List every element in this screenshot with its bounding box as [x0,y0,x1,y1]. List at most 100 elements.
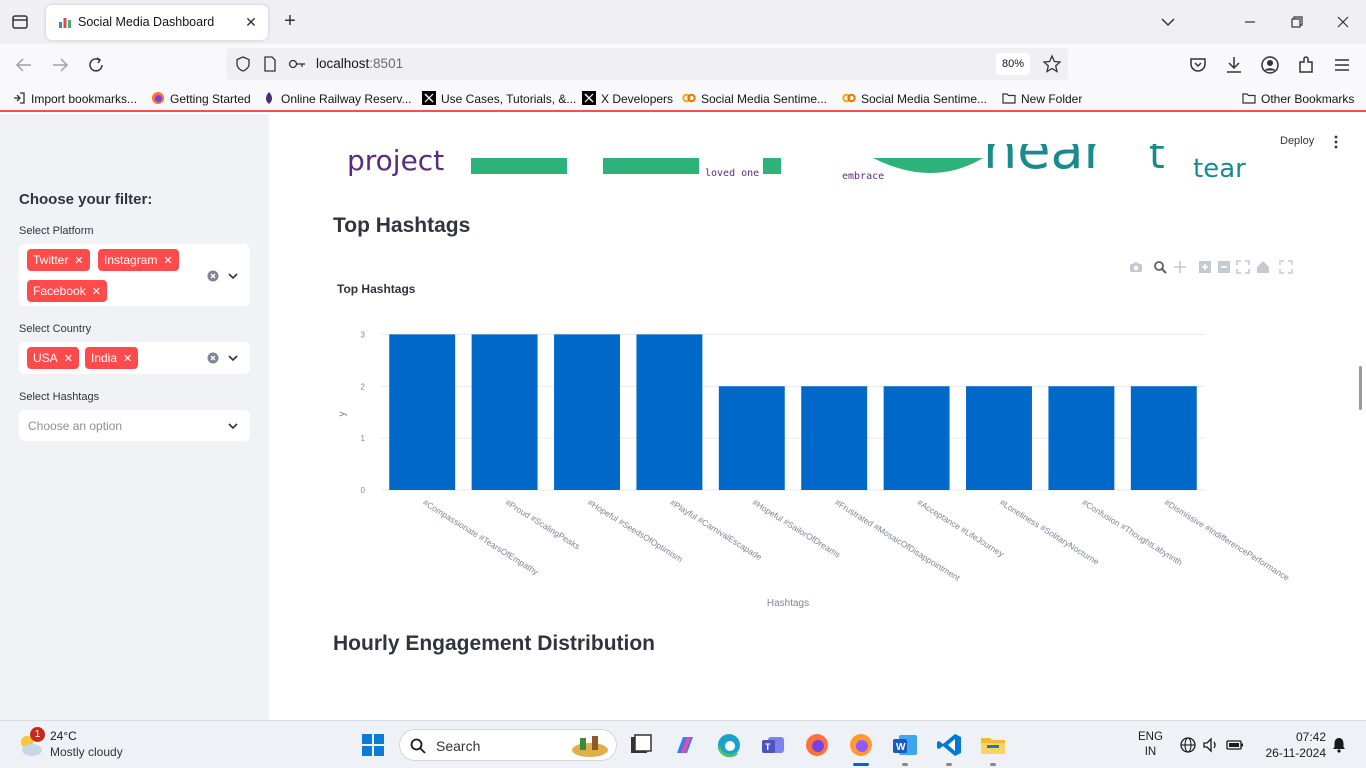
remove-chip-icon[interactable]: ✕ [123,353,133,365]
remove-chip-icon[interactable]: ✕ [163,255,173,267]
taskbar-search[interactable]: Search [399,729,617,761]
x-logo-icon [422,91,436,105]
network-globe-icon[interactable] [1179,736,1197,754]
remove-chip-icon[interactable]: ✕ [74,255,84,267]
input-language[interactable]: ENG IN [1138,731,1163,758]
firefox-icon [152,92,164,104]
pan-icon[interactable] [1173,260,1187,274]
vscode-icon[interactable] [935,731,963,759]
chart-x-axis-label: Hashtags [767,598,809,609]
tab-list-icon[interactable] [10,12,30,32]
chevron-down-icon[interactable] [227,420,239,432]
bookmark-sentiment-1[interactable]: Social Media Sentime... [682,90,827,108]
zoom-out-icon[interactable] [1217,260,1231,274]
bookmark-sentiment-2[interactable]: Social Media Sentime... [842,90,987,108]
key-permissions-icon[interactable] [288,56,306,72]
menu-hamburger-icon[interactable] [1331,54,1353,76]
deploy-button[interactable]: Deploy [1280,135,1315,147]
shield-icon[interactable] [234,55,252,73]
forward-icon[interactable] [49,54,71,76]
chart-bar[interactable] [801,386,868,490]
zoom-in-icon[interactable] [1198,260,1212,274]
cloud-weather-icon[interactable] [16,731,44,759]
clear-all-icon[interactable] [207,270,219,282]
extensions-icon[interactable] [1295,54,1317,76]
url-text[interactable]: localhost:8501 [316,56,404,71]
bookmark-other[interactable]: Other Bookmarks [1242,90,1354,108]
weather-temperature[interactable]: 24°C [50,729,77,743]
chart-bar[interactable] [389,334,456,490]
chart-bar[interactable] [554,334,620,490]
windows-start-icon[interactable] [361,733,385,757]
chip-india[interactable]: India ✕ [85,347,139,369]
country-multiselect[interactable]: USA ✕ India ✕ [19,342,250,374]
browser-nav-bar: localhost:8501 80% [0,44,1366,86]
copilot-icon[interactable] [671,731,699,759]
bookmark-use-cases[interactable]: Use Cases, Tutorials, &... [422,90,576,108]
back-icon[interactable] [13,54,35,76]
file-explorer-icon[interactable] [979,731,1007,759]
remove-chip-icon[interactable]: ✕ [63,353,73,365]
bookmark-star-icon[interactable] [1042,54,1062,74]
chip-facebook[interactable]: Facebook ✕ [27,280,107,302]
reload-icon[interactable] [85,54,107,76]
clear-all-icon[interactable] [207,352,219,364]
chart-bar[interactable] [883,386,950,490]
teams-icon[interactable]: T [759,731,787,759]
chip-twitter[interactable]: Twitter ✕ [27,249,90,271]
tab-close-icon[interactable]: ✕ [245,14,257,30]
more-options-icon[interactable] [1331,135,1341,149]
account-icon[interactable] [1259,54,1281,76]
firefox-active-icon[interactable] [847,731,875,759]
list-all-tabs-icon[interactable] [1158,12,1178,32]
remove-chip-icon[interactable]: ✕ [91,286,101,298]
word-icon[interactable]: W [891,731,919,759]
minimize-icon[interactable] [1240,12,1260,32]
bookmark-railway[interactable]: Online Railway Reserv... [262,90,412,108]
page-icon[interactable] [262,55,278,73]
chart-bar[interactable] [471,334,538,490]
wordcloud-fragment: t [1149,144,1165,178]
chart-bar[interactable] [718,386,785,490]
chart-bar[interactable] [1048,386,1115,490]
bookmark-x-developers[interactable]: X Developers [582,90,673,108]
address-bar[interactable]: localhost:8501 80% [226,48,1068,80]
chart-bar[interactable] [636,334,703,490]
reset-axes-icon[interactable] [1256,260,1270,274]
zoom-level[interactable]: 80% [996,53,1030,75]
task-view-icon[interactable] [627,731,655,759]
chart-bar[interactable] [966,386,1032,490]
volume-icon[interactable] [1202,736,1220,754]
chevron-down-icon[interactable] [227,270,239,282]
chevron-down-icon[interactable] [227,352,239,364]
weather-description[interactable]: Mostly cloudy [50,745,123,759]
hashtags-multiselect[interactable]: Choose an option [19,410,250,441]
firefox-app-icon[interactable] [803,731,831,759]
chart-bar[interactable] [1130,386,1197,490]
chip-usa[interactable]: USA ✕ [27,347,79,369]
colab-icon [842,93,856,103]
bookmark-new-folder[interactable]: New Folder [1002,90,1082,108]
edge-icon[interactable] [715,731,743,759]
active-app-indicator [853,763,869,766]
new-tab-icon[interactable]: + [284,10,296,32]
zoom-icon[interactable] [1153,260,1167,274]
restore-icon[interactable] [1287,12,1307,32]
close-window-icon[interactable] [1333,12,1353,32]
platform-label: Select Platform [19,225,94,237]
notification-bell-icon[interactable] [1330,736,1348,754]
battery-icon[interactable] [1226,736,1244,754]
autoscale-icon[interactable] [1236,260,1250,274]
camera-icon[interactable] [1129,260,1143,274]
downloads-icon[interactable] [1223,54,1245,76]
pocket-icon[interactable] [1187,54,1209,76]
chart-y-axis-label: y [337,412,348,417]
bookmark-getting-started[interactable]: Getting Started [151,90,251,108]
chip-instagram[interactable]: Instagram ✕ [98,249,179,271]
page-scrollbar-thumb[interactable] [1359,366,1362,410]
fullscreen-icon[interactable] [1279,260,1293,274]
platform-multiselect[interactable]: Twitter ✕ Instagram ✕ Facebook ✕ [19,244,250,306]
browser-tab-active[interactable]: Social Media Dashboard ✕ [46,5,268,40]
bookmark-import[interactable]: Import bookmarks... [12,90,137,108]
system-clock[interactable]: 07:42 26-11-2024 [1265,730,1327,760]
